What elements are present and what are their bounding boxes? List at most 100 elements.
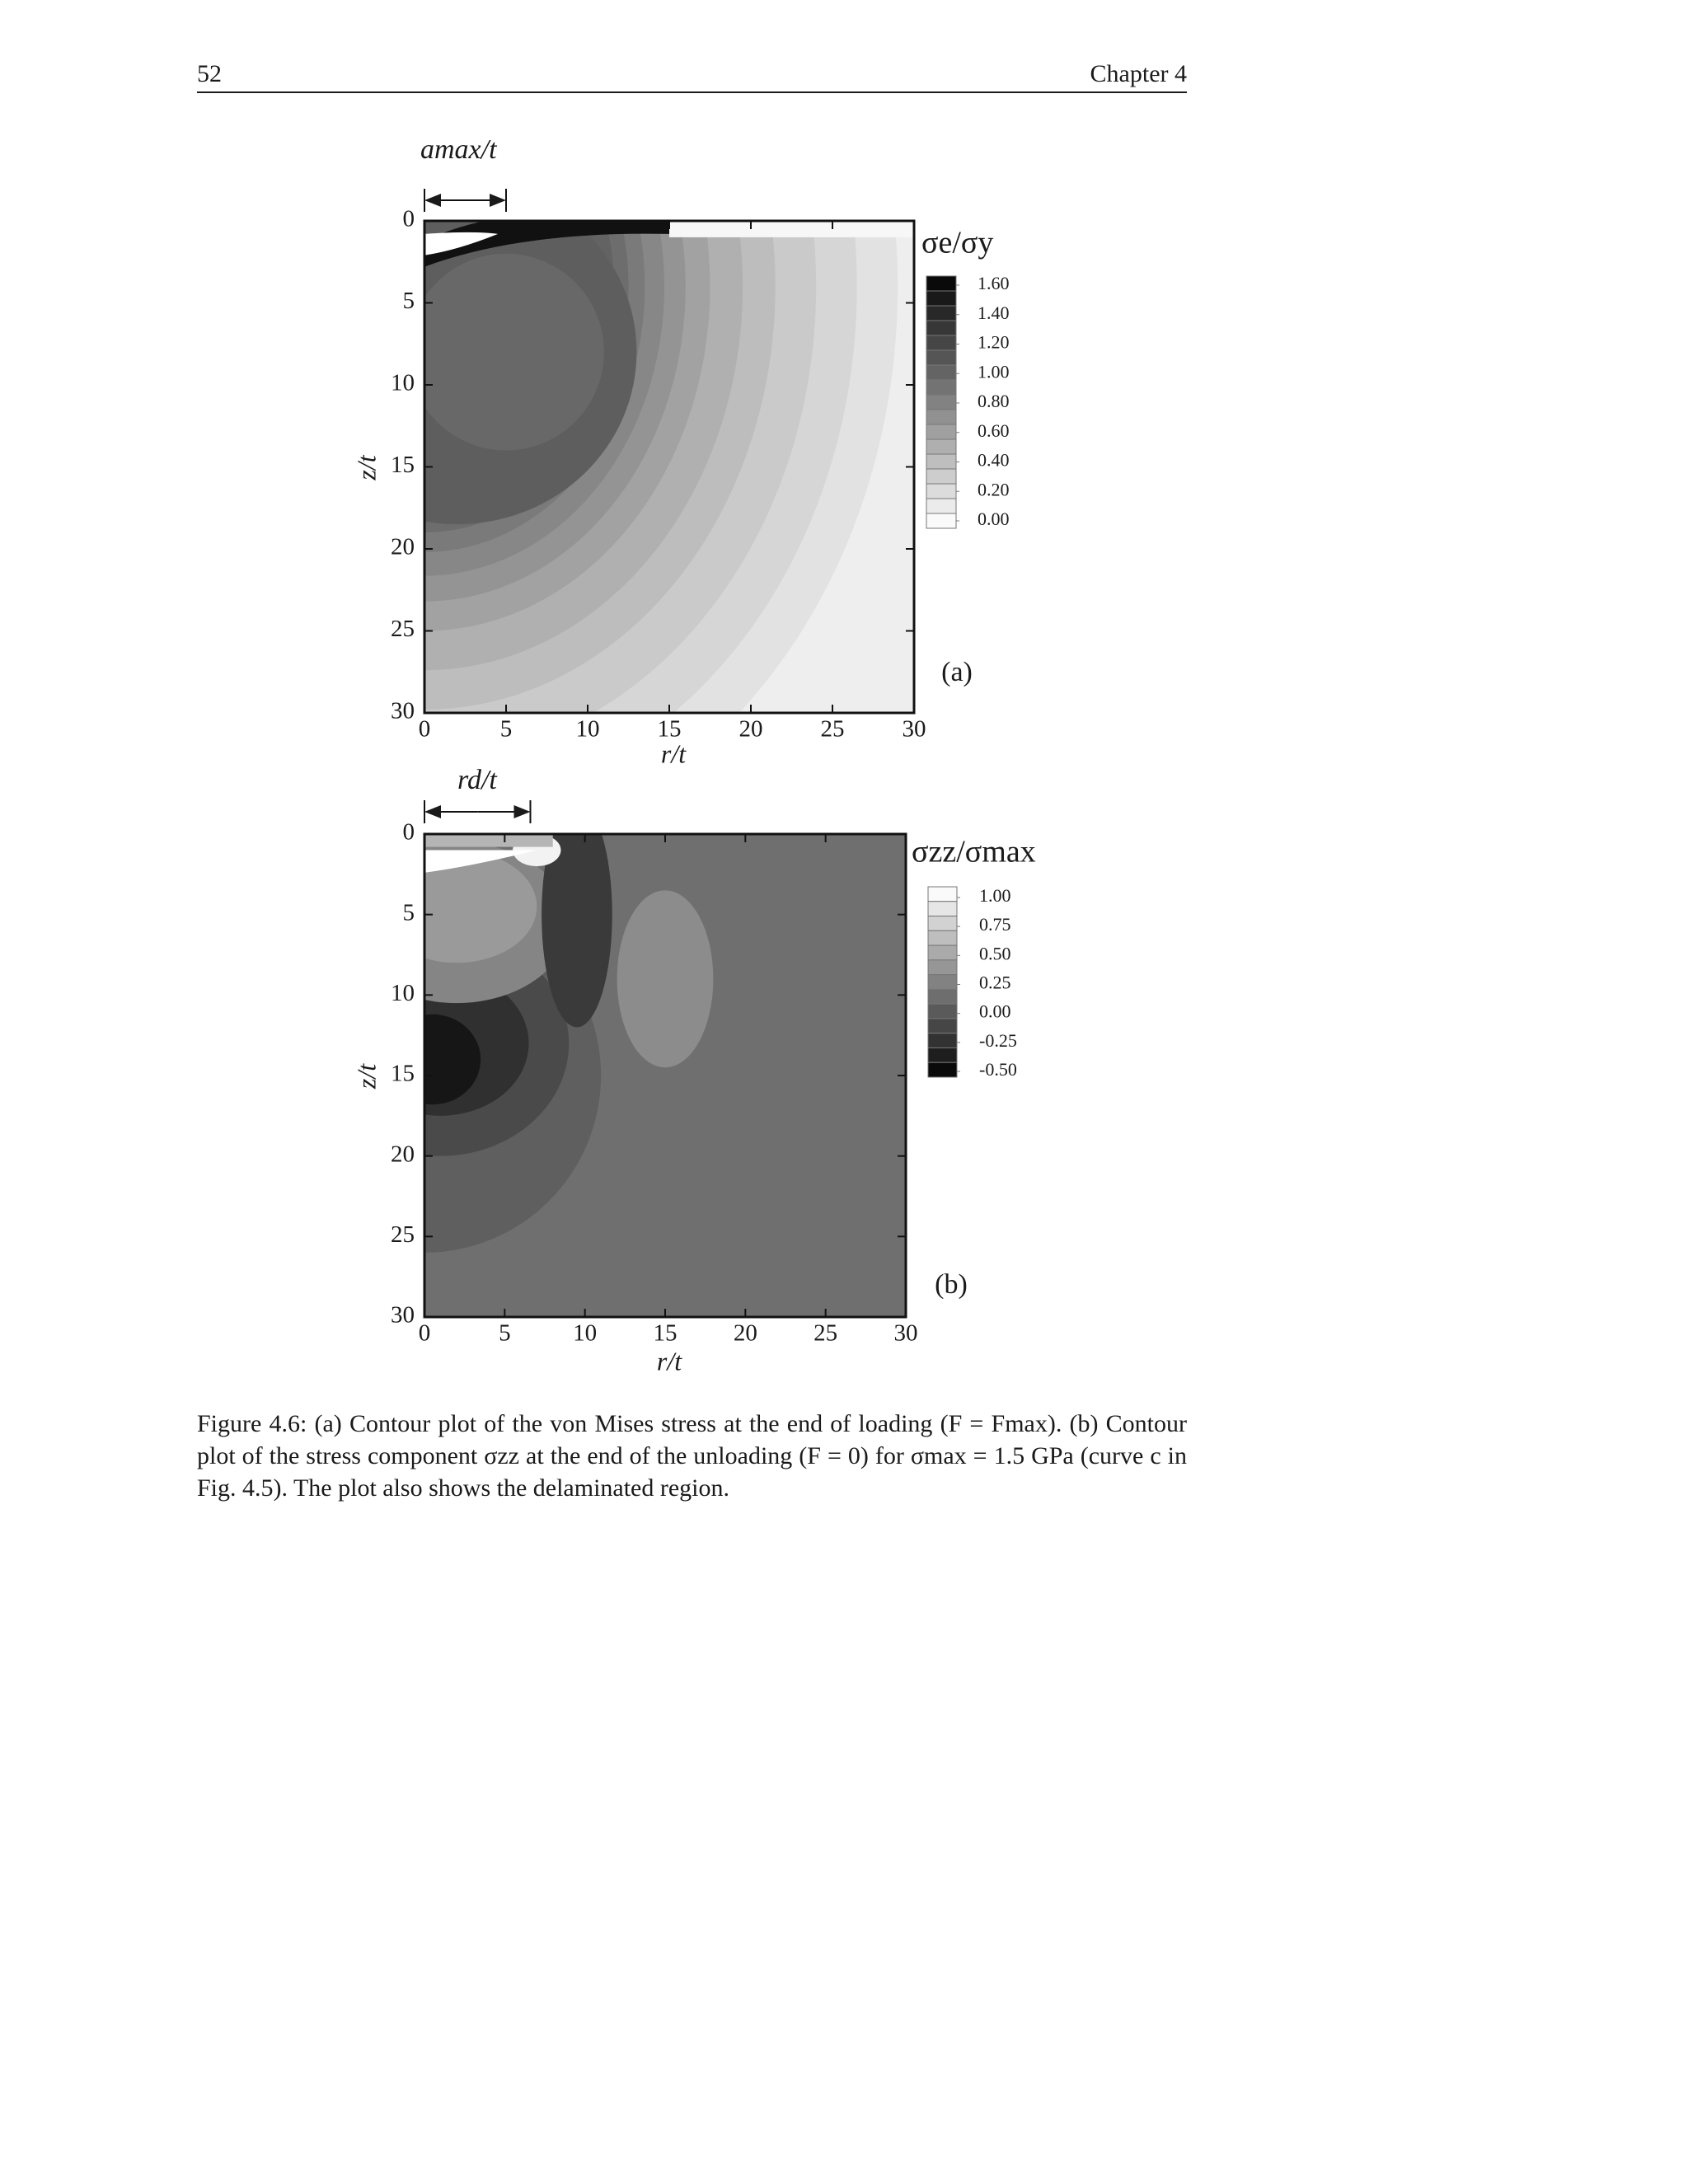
colorbar-title: σe/σy [921,226,993,260]
y-axis-label: z/t [351,1063,381,1090]
delamination [424,232,499,255]
colorbar-label: 0.75 [979,914,1011,935]
colorbar-swatch [926,275,957,292]
y-tick-label: 20 [391,534,415,560]
colorbar-swatch [927,1033,958,1048]
colorbar-swatch [926,290,957,307]
x-tick-label: 25 [821,716,845,743]
x-tick-label: 15 [658,716,682,743]
colorbar-swatch [926,483,957,499]
y-tick-label: 30 [391,1302,415,1329]
colorbar-swatch [927,1003,958,1019]
colorbar-label: 0.00 [978,509,1010,529]
y-tick-label: 5 [403,899,415,926]
colorbar-label: 0.00 [979,1001,1011,1022]
y-tick-label: 10 [391,980,415,1006]
colorbar-swatch [926,305,957,321]
x-tick-label: 30 [903,716,926,743]
page-number: 52 [197,60,222,87]
colorbar-swatch [926,349,957,366]
colorbar-swatch [927,886,958,902]
contour-plot [424,834,906,1317]
annotation: amax/t [420,134,498,165]
colorbar-label: 0.25 [979,972,1011,993]
colorbar-label: 0.80 [978,391,1010,411]
running-head: Chapter 4 [1090,60,1187,87]
colorbar-swatch [926,409,957,425]
colorbar-label: -0.50 [979,1059,1017,1080]
colorbar-label: -0.25 [979,1030,1017,1051]
x-tick-label: 5 [500,716,513,743]
y-tick-label: 15 [391,1061,415,1087]
y-tick-label: 25 [391,1221,415,1248]
colorbar-label: 1.40 [978,302,1010,323]
colorbar-label: 0.60 [978,420,1010,441]
colorbar-swatch [927,1018,958,1034]
y-tick-label: 10 [391,370,415,396]
colorbar-label: 1.00 [979,885,1011,906]
colorbar-title: σzz/σmax [912,835,1036,869]
delamination [424,850,537,873]
colorbar-label: 1.20 [978,332,1010,353]
colorbar-swatch [927,988,958,1005]
colorbar-swatch [926,335,957,351]
y-tick-label: 5 [403,288,415,314]
annotation: rd/t [457,765,498,795]
colorbar-swatch [927,944,958,961]
y-tick-label: 0 [403,206,415,232]
contour-band [424,850,537,963]
colorbar-swatch [927,901,958,917]
x-tick-label: 10 [576,716,600,743]
colorbar-swatch [926,498,957,514]
colorbar-swatch [926,379,957,396]
colorbar-swatch [927,916,958,931]
x-tick-label: 10 [573,1320,597,1347]
x-tick-label: 20 [739,716,763,743]
surface-layer [669,221,914,237]
x-tick-label: 0 [419,1320,431,1347]
contour-band [542,834,612,1028]
contour-band [424,1014,481,1105]
x-tick-label: 20 [734,1320,757,1347]
x-axis-label: r/t [661,738,687,768]
y-axis-label: z/t [351,454,381,480]
contour-band [424,253,604,451]
colorbar-swatch [927,1047,958,1063]
y-tick-label: 25 [391,616,415,642]
contour-band [617,890,714,1068]
colorbar-label: 1.00 [978,361,1010,382]
panel-label: (a) [941,657,973,687]
x-tick-label: 5 [499,1320,511,1347]
figure-caption: Figure 4.6: (a) Contour plot of the von … [197,1410,1187,1502]
colorbar-swatch [926,364,957,381]
x-tick-label: 15 [654,1320,678,1347]
colorbar-swatch [926,394,957,410]
y-tick-label: 30 [391,698,415,724]
colorbar-swatch [926,320,957,336]
colorbar-swatch [927,930,958,946]
colorbar-label: 1.60 [978,273,1010,293]
surface-layer [424,834,553,847]
colorbar-swatch [927,974,958,990]
y-tick-label: 20 [391,1141,415,1167]
x-tick-label: 30 [894,1320,918,1347]
colorbar-swatch [926,513,957,529]
y-tick-label: 0 [403,819,415,846]
colorbar-swatch [926,438,957,455]
x-tick-label: 0 [419,716,431,743]
colorbar-label: 0.40 [978,450,1010,471]
colorbar-swatch [927,959,958,976]
colorbar-swatch [926,453,957,470]
colorbar-label: 0.20 [978,479,1010,499]
colorbar-swatch [926,468,957,485]
x-axis-label: r/t [657,1346,682,1376]
contact-zone [424,221,669,267]
colorbar-swatch [927,1062,958,1078]
colorbar-label: 0.50 [979,943,1011,963]
contour-plot [424,221,914,713]
colorbar-swatch [926,424,957,440]
y-tick-label: 15 [391,452,415,478]
panel-label: (b) [935,1269,968,1300]
